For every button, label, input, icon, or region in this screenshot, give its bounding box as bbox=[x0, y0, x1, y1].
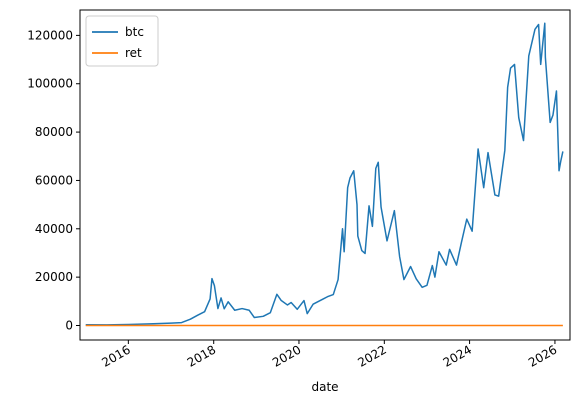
y-tick-label: 80000 bbox=[35, 125, 73, 139]
y-tick-label: 20000 bbox=[35, 270, 73, 284]
y-tick-label: 100000 bbox=[27, 77, 73, 91]
legend-label-btc: btc bbox=[125, 25, 144, 39]
legend-box bbox=[85, 15, 159, 67]
plot-frame bbox=[79, 9, 571, 341]
y-tick-label: 40000 bbox=[35, 222, 73, 236]
y-tick-label: 120000 bbox=[27, 28, 73, 42]
legend-label-ret: ret bbox=[125, 46, 142, 60]
series-line-btc bbox=[85, 22, 564, 326]
x-axis-title: date bbox=[311, 380, 338, 394]
series-layer bbox=[85, 22, 564, 327]
y-tick-label: 0 bbox=[65, 318, 73, 332]
y-tick-label: 60000 bbox=[35, 173, 73, 187]
legend: btc ret bbox=[85, 15, 159, 67]
